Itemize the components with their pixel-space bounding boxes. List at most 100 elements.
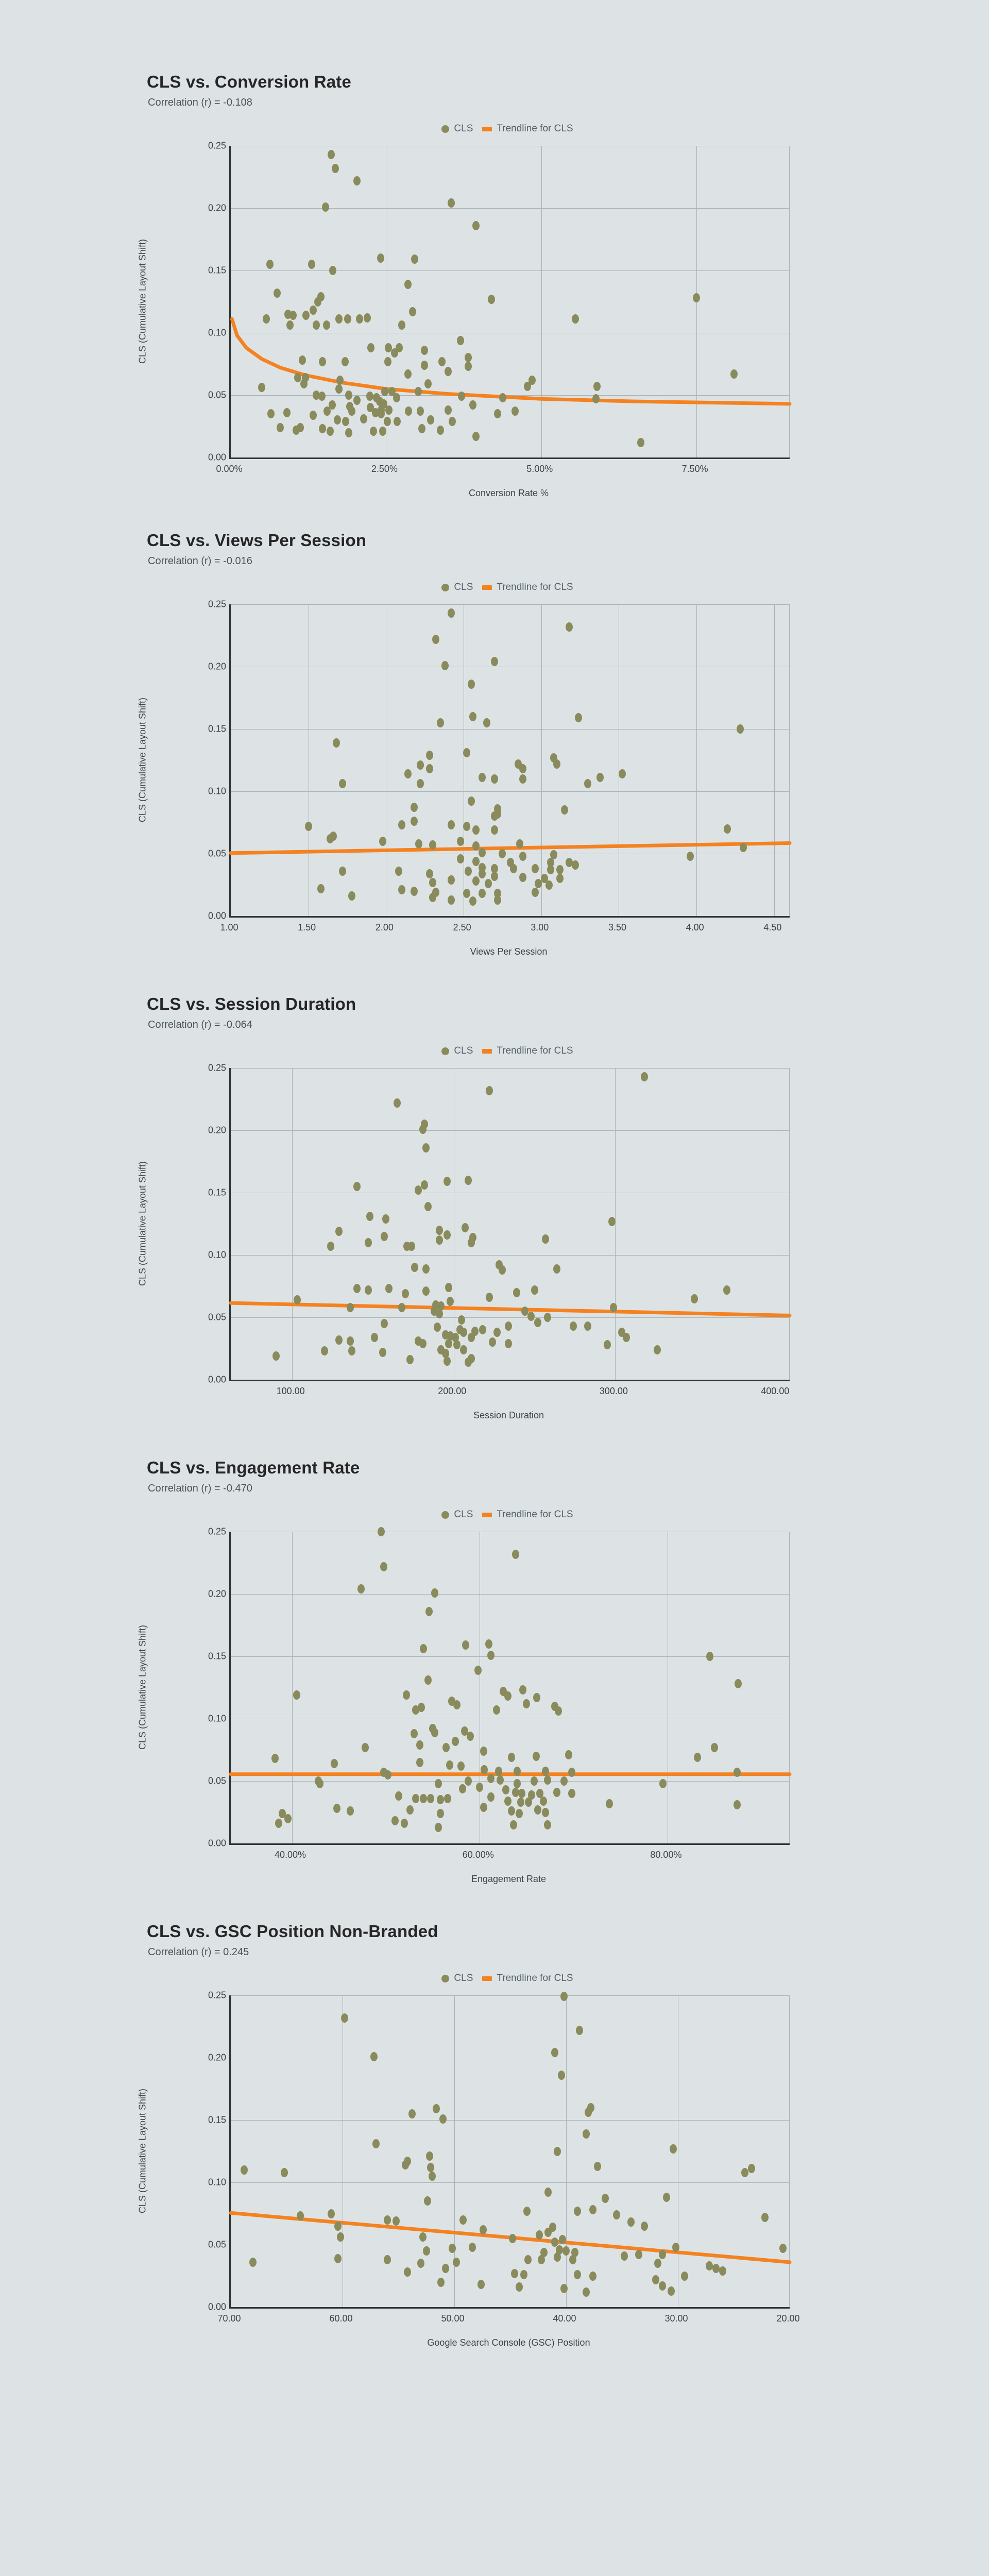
scatter-point[interactable]	[304, 821, 312, 831]
scatter-point[interactable]	[372, 2139, 380, 2148]
scatter-point[interactable]	[610, 1302, 618, 1312]
legend-item-trendline[interactable]: Trendline for CLS	[482, 1045, 573, 1057]
scatter-point[interactable]	[406, 1355, 414, 1365]
scatter-point[interactable]	[524, 2255, 532, 2265]
scatter-point[interactable]	[491, 825, 499, 835]
scatter-point[interactable]	[705, 2261, 713, 2271]
scatter-point[interactable]	[436, 1808, 444, 1818]
scatter-point[interactable]	[267, 409, 275, 419]
scatter-point[interactable]	[568, 1789, 575, 1799]
scatter-point[interactable]	[457, 854, 465, 863]
scatter-point[interactable]	[379, 836, 387, 846]
scatter-point[interactable]	[279, 1808, 286, 1818]
scatter-point[interactable]	[453, 2257, 461, 2267]
scatter-point[interactable]	[393, 1098, 401, 1108]
scatter-point[interactable]	[381, 386, 388, 396]
scatter-point[interactable]	[485, 879, 492, 889]
legend-item-trendline[interactable]: Trendline for CLS	[482, 123, 573, 134]
scatter-point[interactable]	[532, 1751, 540, 1761]
scatter-point[interactable]	[266, 259, 274, 269]
scatter-point[interactable]	[603, 1340, 611, 1350]
scatter-point[interactable]	[403, 2267, 411, 2277]
scatter-point[interactable]	[467, 1731, 474, 1741]
scatter-point[interactable]	[421, 345, 429, 355]
scatter-point[interactable]	[531, 864, 539, 874]
scatter-point[interactable]	[479, 1325, 487, 1335]
scatter-point[interactable]	[463, 821, 471, 831]
scatter-point[interactable]	[566, 622, 573, 632]
scatter-point[interactable]	[341, 2013, 349, 2023]
scatter-point[interactable]	[558, 2070, 566, 2080]
scatter-point[interactable]	[444, 1177, 451, 1187]
scatter-point[interactable]	[568, 1768, 575, 1777]
scatter-point[interactable]	[489, 1337, 496, 1347]
scatter-point[interactable]	[335, 1227, 343, 1236]
scatter-point[interactable]	[323, 406, 331, 416]
scatter-point[interactable]	[654, 2259, 661, 2268]
scatter-point[interactable]	[341, 357, 349, 366]
scatter-point[interactable]	[733, 1768, 741, 1777]
scatter-point[interactable]	[541, 1766, 549, 1776]
scatter-point[interactable]	[468, 2242, 476, 2252]
scatter-point[interactable]	[469, 896, 477, 906]
scatter-point[interactable]	[559, 2235, 567, 2245]
scatter-point[interactable]	[427, 415, 435, 425]
scatter-point[interactable]	[623, 1332, 630, 1342]
scatter-point[interactable]	[736, 724, 744, 734]
scatter-point[interactable]	[528, 375, 536, 385]
scatter-point[interactable]	[556, 874, 564, 884]
scatter-point[interactable]	[439, 2114, 447, 2124]
scatter-point[interactable]	[472, 841, 480, 851]
scatter-point[interactable]	[421, 1180, 429, 1190]
scatter-point[interactable]	[249, 2257, 257, 2267]
scatter-point[interactable]	[464, 353, 472, 363]
scatter-point[interactable]	[428, 2171, 436, 2181]
scatter-point[interactable]	[441, 2263, 449, 2273]
scatter-point[interactable]	[733, 1800, 741, 1809]
scatter-point[interactable]	[519, 872, 526, 882]
scatter-point[interactable]	[491, 657, 499, 667]
scatter-point[interactable]	[411, 255, 418, 264]
scatter-point[interactable]	[310, 410, 317, 420]
scatter-point[interactable]	[543, 1820, 551, 1829]
scatter-point[interactable]	[429, 840, 436, 850]
scatter-point[interactable]	[540, 874, 548, 884]
scatter-point[interactable]	[404, 406, 412, 416]
scatter-point[interactable]	[547, 857, 554, 867]
scatter-point[interactable]	[479, 889, 486, 899]
scatter-point[interactable]	[556, 865, 564, 875]
scatter-point[interactable]	[424, 1675, 432, 1685]
scatter-point[interactable]	[415, 839, 422, 849]
scatter-point[interactable]	[540, 2247, 548, 2257]
scatter-point[interactable]	[419, 1338, 427, 1348]
scatter-point[interactable]	[416, 779, 424, 789]
scatter-point[interactable]	[491, 811, 499, 821]
scatter-point[interactable]	[347, 1336, 354, 1346]
scatter-point[interactable]	[416, 1740, 423, 1750]
scatter-point[interactable]	[498, 1265, 506, 1275]
scatter-point[interactable]	[515, 1808, 523, 1818]
scatter-point[interactable]	[345, 428, 353, 437]
scatter-point[interactable]	[425, 1606, 433, 1616]
scatter-point[interactable]	[435, 1309, 443, 1318]
scatter-point[interactable]	[527, 1790, 535, 1800]
scatter-point[interactable]	[353, 1284, 361, 1294]
scatter-point[interactable]	[480, 1746, 487, 1756]
scatter-point[interactable]	[367, 343, 375, 353]
scatter-point[interactable]	[380, 1231, 388, 1241]
scatter-point[interactable]	[410, 1729, 418, 1739]
scatter-point[interactable]	[444, 1356, 451, 1366]
scatter-point[interactable]	[585, 2108, 592, 2117]
scatter-point[interactable]	[395, 866, 402, 876]
scatter-point[interactable]	[481, 1765, 488, 1775]
scatter-point[interactable]	[398, 1302, 406, 1312]
scatter-point[interactable]	[480, 1802, 487, 1812]
scatter-point[interactable]	[348, 1346, 356, 1356]
scatter-point[interactable]	[468, 679, 475, 689]
scatter-point[interactable]	[422, 2246, 430, 2256]
scatter-point[interactable]	[545, 880, 553, 890]
scatter-point[interactable]	[326, 427, 334, 436]
scatter-point[interactable]	[480, 2225, 487, 2234]
scatter-point[interactable]	[560, 2283, 568, 2293]
scatter-point[interactable]	[416, 406, 424, 416]
